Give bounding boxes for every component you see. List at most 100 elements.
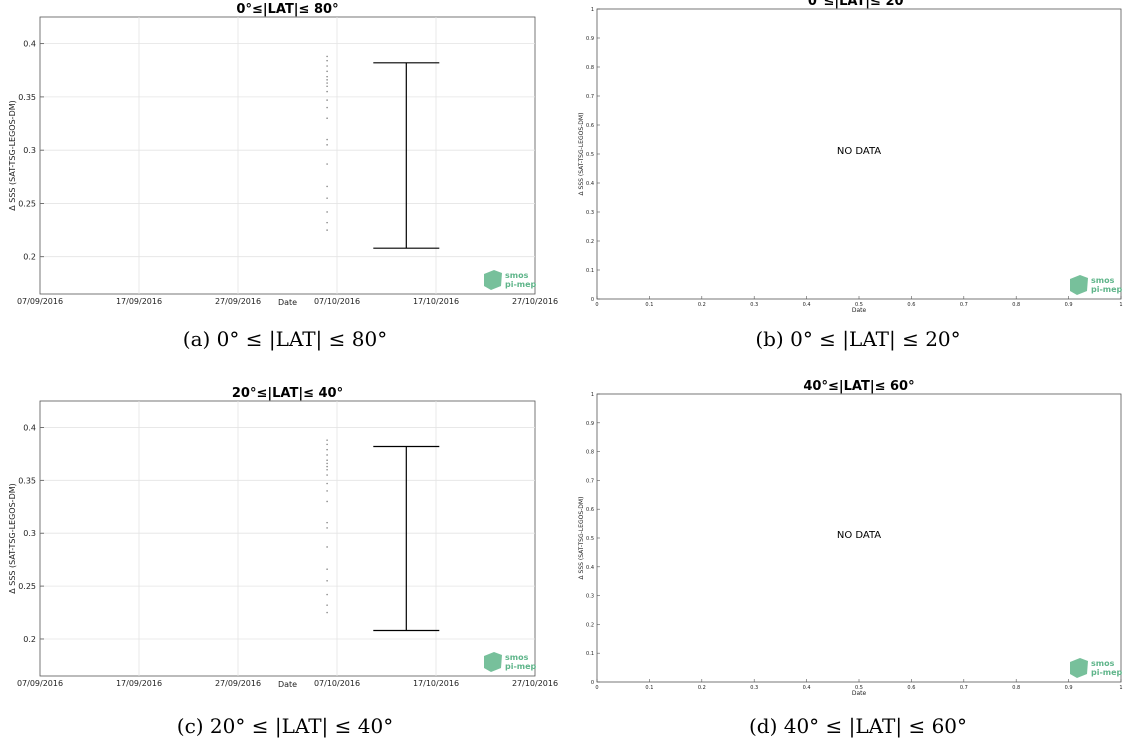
data-point	[326, 65, 328, 67]
panel-b: 0 0.1 0.2 0.3 0.4 0.5 0.6 0.7 0.8 0.9 1 0 0.1 0.2 0.3 0…	[578, 0, 1123, 314]
panel-caption: (a) 0° ≤ |LAT| ≤ 80°	[183, 327, 387, 352]
data-point	[326, 462, 328, 465]
x-tick-label: 17/09/2016	[116, 297, 162, 306]
y-tick-label: 0.2	[586, 622, 594, 628]
y-axis-label: Δ SSS (SAT-TSG-LEGOS-DM)	[578, 113, 585, 196]
logo-text-line2: pi-mep	[505, 280, 537, 289]
y-tick-label: 0.8	[586, 65, 594, 71]
y-tick-label: 0.25	[18, 199, 36, 208]
x-tick-label: 27/10/2016	[512, 679, 558, 688]
data-point	[326, 443, 328, 446]
logo-text-line2: pi-mep	[1091, 285, 1123, 294]
x-tick-label: 0.6	[907, 685, 915, 691]
y-tick-label: 0.4	[23, 423, 36, 432]
x-tick-label: 0.2	[698, 302, 706, 308]
data-point	[326, 211, 328, 213]
data-point	[326, 521, 328, 524]
x-tick-label: 07/10/2016	[314, 297, 360, 306]
smos-logo-icon	[484, 652, 502, 672]
data-point	[326, 99, 328, 101]
data-point	[326, 568, 328, 570]
data-point	[326, 527, 328, 529]
y-tick-label: 0.5	[586, 536, 594, 542]
x-tick-label: 07/10/2016	[314, 679, 360, 688]
y-tick-label: 0.35	[18, 93, 36, 102]
x-tick-label: 17/10/2016	[413, 679, 459, 688]
data-point	[326, 604, 328, 606]
logo-text-line1: smos	[1091, 276, 1115, 285]
y-tick-label: 0.2	[586, 239, 594, 245]
plot-area	[39, 16, 536, 295]
data-point	[326, 70, 328, 73]
data-point	[326, 79, 328, 81]
data-point	[326, 59, 328, 62]
x-tick-label: 0.1	[645, 302, 653, 308]
logo-text-line2: pi-mep	[1091, 668, 1123, 677]
y-tick-label: 0.2	[23, 635, 36, 644]
panel-title: 40°≤|LAT|≤ 60°	[803, 379, 914, 394]
data-point	[326, 611, 328, 614]
data-point	[326, 490, 328, 492]
x-tick-label: 07/09/2016	[17, 297, 63, 306]
x-tick-label: 27/09/2016	[215, 679, 261, 688]
y-tick-label: 0.5	[586, 152, 594, 158]
data-point	[326, 439, 328, 441]
y-tick-label: 0	[591, 680, 594, 686]
data-point	[326, 546, 328, 548]
y-tick-label: 0.7	[586, 478, 594, 484]
panel-title: 20°≤|LAT|≤ 40°	[232, 386, 343, 401]
y-tick-label: 0	[591, 297, 594, 303]
x-tick-label: 1	[1119, 302, 1122, 308]
x-tick-label: 0.4	[803, 685, 811, 691]
x-tick-label: 1	[1119, 685, 1122, 691]
data-point	[326, 90, 328, 93]
y-tick-label: 0.4	[23, 40, 36, 49]
y-tick-label: 1	[591, 7, 594, 13]
panel-d: 0 0.1 0.2 0.3 0.4 0.5 0.6 0.7 0.8 0.9 1 0 0.1 0.2 0.3 0…	[578, 379, 1123, 697]
data-point	[326, 185, 328, 188]
smos-logo-icon	[484, 270, 502, 290]
x-tick-label: 0.7	[960, 685, 968, 691]
x-tick-label: 0.2	[698, 685, 706, 691]
y-axis-label: Δ SSS (SAT-TSG-LEGOS-DM)	[578, 497, 585, 580]
y-tick-label: 0.3	[23, 146, 36, 155]
data-point	[326, 500, 328, 503]
data-point	[326, 468, 328, 471]
data-point	[326, 144, 328, 146]
y-tick-label: 0.6	[586, 123, 594, 129]
y-tick-label: 0.2	[23, 253, 36, 262]
data-point	[326, 55, 328, 58]
data-point	[326, 75, 328, 78]
data-point	[326, 459, 328, 462]
x-tick-label: 27/10/2016	[512, 297, 558, 306]
x-tick-label: 0.9	[1065, 302, 1073, 308]
data-point	[326, 138, 328, 141]
y-tick-label: 0.35	[18, 476, 36, 485]
y-tick-label: 0.3	[586, 210, 594, 216]
y-tick-label: 0.4	[586, 181, 594, 187]
data-point	[326, 85, 328, 88]
y-tick-label: 0.8	[586, 450, 594, 456]
plot-area	[596, 393, 1122, 683]
logo-text-line1: smos	[1091, 659, 1115, 668]
x-tick-label: 0.8	[1012, 685, 1020, 691]
no-data-label: NO DATA	[837, 530, 881, 541]
data-point	[326, 163, 328, 165]
no-data-label: NO DATA	[837, 146, 881, 157]
x-tick-label: 17/10/2016	[413, 297, 459, 306]
x-axis-label: Date	[278, 680, 297, 689]
data-point	[326, 474, 328, 476]
y-tick-label: 0.6	[586, 507, 594, 513]
y-tick-label: 0.3	[23, 529, 36, 538]
x-tick-label: 07/09/2016	[17, 679, 63, 688]
x-axis-label: Date	[852, 307, 867, 314]
smos-logo-icon	[1070, 275, 1088, 295]
y-tick-label: 0.3	[586, 594, 594, 600]
y-axis-label: Δ SSS (SAT-TSG-LEGOS-DM)	[8, 483, 17, 594]
panel-caption: (d) 40° ≤ |LAT| ≤ 60°	[749, 714, 967, 739]
data-point	[326, 221, 328, 224]
x-tick-label: 0.1	[645, 685, 653, 691]
data-point	[326, 197, 328, 199]
plot-area	[39, 400, 536, 677]
data-point	[326, 465, 328, 468]
